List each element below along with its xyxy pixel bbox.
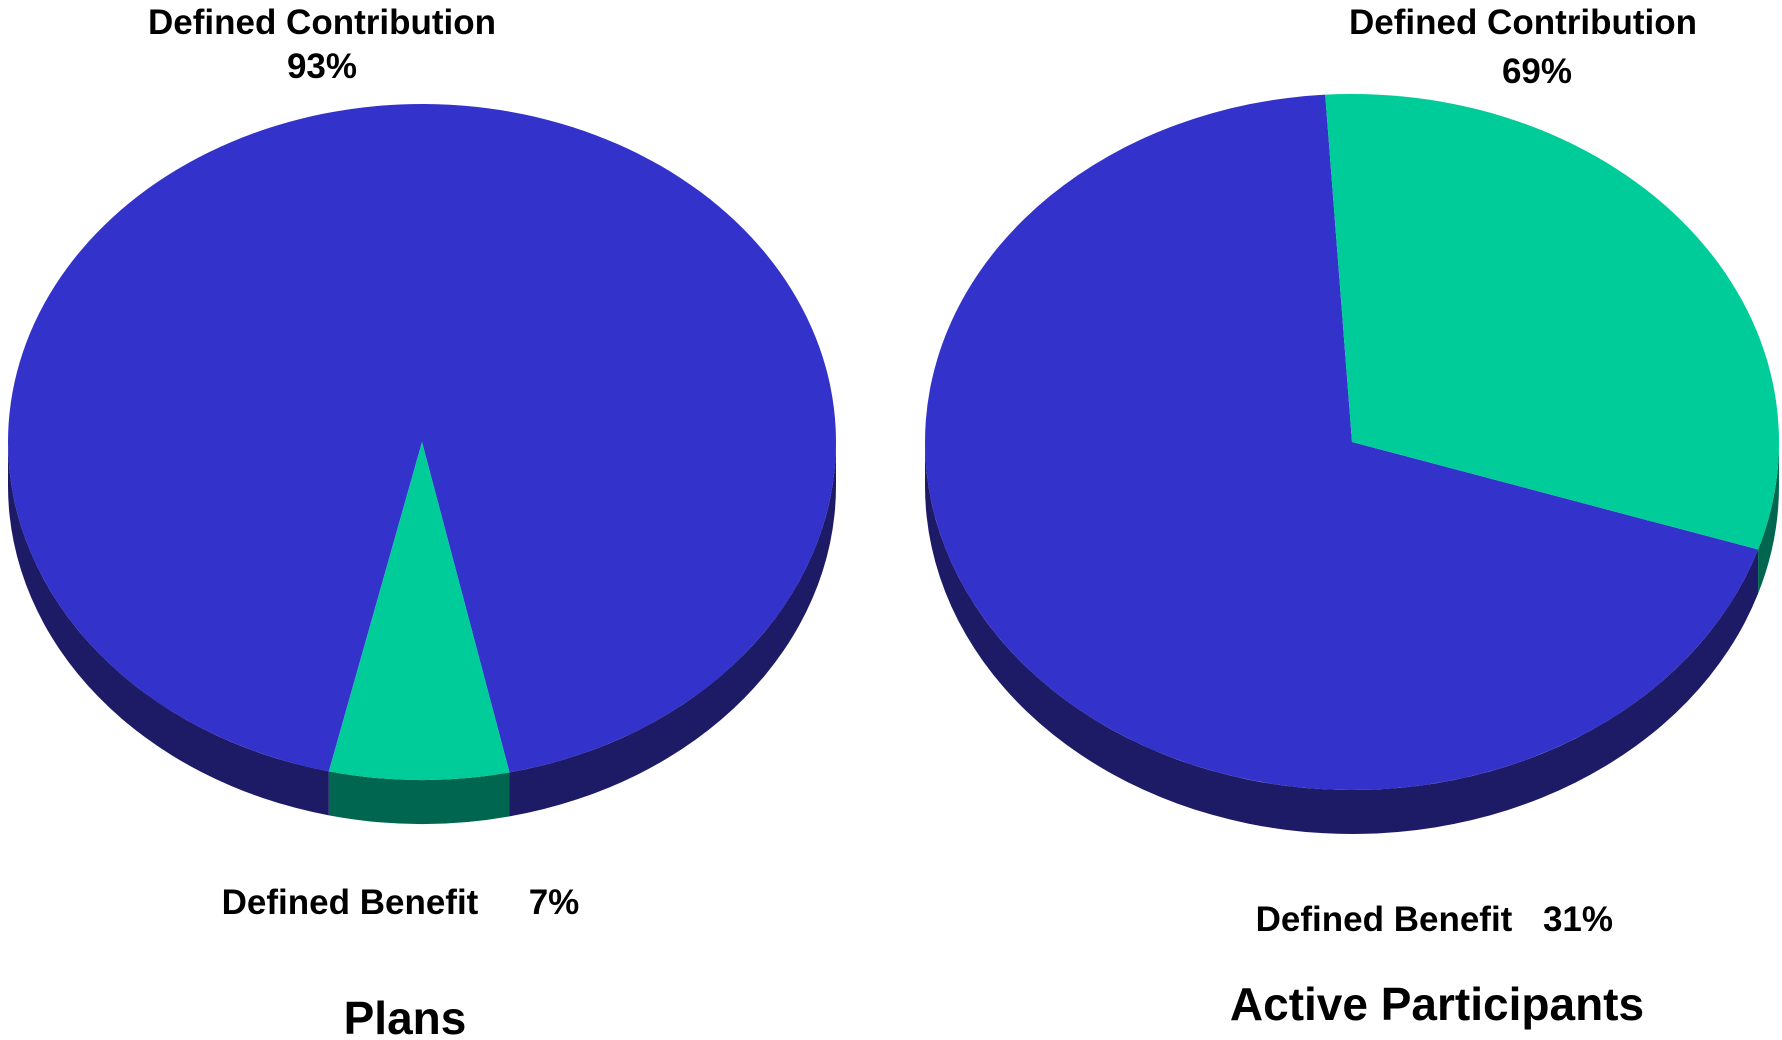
participants-db-value: 31% xyxy=(1543,900,1613,939)
participants-dc-label: Defined Contribution xyxy=(1349,3,1697,42)
participants-slice-side-defined-benefit xyxy=(1758,442,1779,594)
participants-db-label: Defined Benefit xyxy=(1256,900,1513,939)
plans-title: Plans xyxy=(344,992,467,1040)
participants-dc-value: 69% xyxy=(1502,52,1572,91)
participants-slice-defined-benefit xyxy=(1325,94,1779,550)
plans-dc-label: Defined Contribution xyxy=(148,3,496,42)
participants-slice-defined-contribution xyxy=(924,94,1759,790)
plans-slice-side-defined-contribution xyxy=(8,442,329,816)
plans-db-label: Defined Benefit xyxy=(222,883,479,922)
participants-title: Active Participants xyxy=(1230,978,1644,1030)
pie-chart-active-participants: Defined Contribution 69% Defined Benefit… xyxy=(924,3,1779,1030)
plans-slice-defined-benefit xyxy=(328,442,510,780)
plans-dc-value: 93% xyxy=(287,47,357,86)
pie-chart-plans: Defined Contribution 93% Defined Benefit… xyxy=(7,3,836,1040)
plans-db-value: 7% xyxy=(529,883,580,922)
plans-slice-defined-contribution xyxy=(7,104,836,773)
pie-plans-slices xyxy=(7,104,836,825)
pie-participants-slices xyxy=(924,94,1779,834)
plans-slice-side-defined-contribution xyxy=(509,442,836,817)
plans-slice-side-defined-benefit xyxy=(328,771,510,825)
